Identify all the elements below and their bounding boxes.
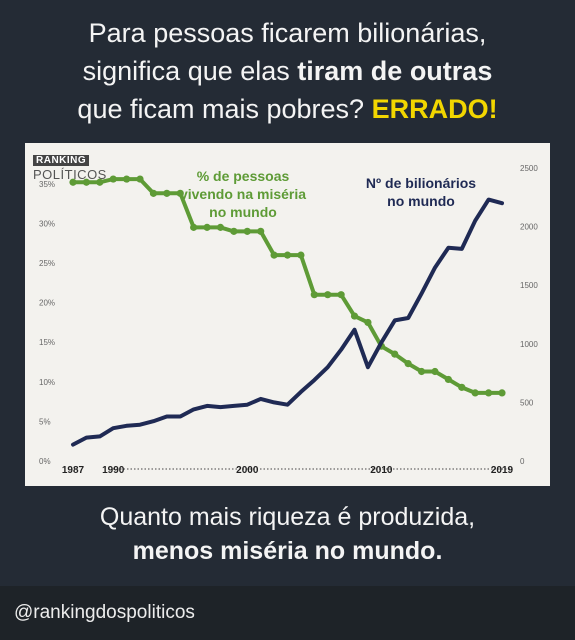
footer-bar: @rankingdospoliticos (0, 586, 575, 640)
headline-line-3-text: que ficam mais pobres? (77, 94, 372, 124)
legend-poverty-line-2: vivendo na miséria (180, 186, 306, 202)
left-axis-tick-label: 15% (39, 338, 55, 347)
legend-billionaires-line-1: Nº de bilionários (366, 175, 476, 191)
headline-line-1: Para pessoas ficarem bilionárias, (88, 18, 487, 48)
poverty-data-point (444, 375, 452, 384)
x-axis-tick-label: 2000 (236, 465, 259, 476)
poverty-data-point (324, 291, 332, 299)
poverty-data-point (82, 178, 91, 186)
logo-bottom-text: POLÍTICOS (33, 167, 107, 182)
poverty-data-point (270, 251, 278, 259)
caption-line-2: menos miséria no mundo. (132, 537, 443, 565)
poverty-data-point (136, 175, 144, 183)
poverty-data-point (484, 389, 493, 397)
poverty-data-point (243, 227, 251, 235)
left-axis-tick-label: 10% (39, 378, 55, 387)
headline-line-3: que ficam mais pobres? ERRADO! (0, 90, 575, 128)
poverty-data-point (96, 178, 104, 186)
legend-billionaires-line-2: no mundo (387, 193, 455, 209)
legend-poverty-line-1: % de pessoas (197, 168, 290, 184)
billionaires-series-line (71, 197, 504, 447)
poverty-data-point (230, 227, 238, 235)
left-axis-tick-label: 20% (39, 299, 55, 308)
poverty-data-point (123, 175, 131, 183)
poverty-series-line (71, 177, 504, 395)
headline-line-2-text: significa que elas (82, 56, 298, 86)
poverty-data-point (310, 291, 318, 299)
headline-highlight: ERRADO! (371, 94, 498, 124)
right-axis-tick-label: 0 (520, 457, 525, 466)
headline-line-2: significa que elas tiram de outras (0, 52, 575, 90)
author-handle[interactable]: @rankingdospoliticos (14, 602, 195, 623)
poverty-data-point (109, 175, 117, 183)
logo-top-text: RANKING (33, 155, 90, 166)
headline-line-2-bold: tiram de outras (297, 56, 493, 86)
caption-line-1: Quanto mais riqueza é produzida, (99, 503, 476, 531)
poverty-data-point (69, 178, 77, 186)
poverty-data-point (417, 367, 426, 376)
right-axis-tick-label: 2500 (520, 164, 538, 173)
poverty-data-point (364, 318, 372, 327)
x-axis-tick-label: 1990 (102, 465, 125, 476)
poverty-data-point (498, 389, 506, 397)
x-axis-tick-label: 2010 (370, 465, 393, 476)
poverty-data-point (297, 251, 305, 259)
right-axis-tick-label: 1000 (520, 340, 538, 349)
poverty-data-point (163, 189, 171, 197)
legend-poverty-line-3: no mundo (209, 204, 277, 220)
chart-card: 0% 5% 10% 15% 20% 25% 30% 35% 0 500 1000 1500 2000 25… (25, 143, 550, 486)
poverty-data-point (203, 223, 211, 231)
right-axis-tick-label: 1500 (520, 281, 538, 290)
poverty-data-point (350, 312, 359, 320)
left-axis-tick-label: 25% (39, 259, 55, 268)
poverty-data-point (190, 223, 198, 231)
left-axis-tick-label: 5% (39, 417, 51, 426)
poverty-data-point (216, 223, 225, 231)
left-axis-tick-label: 30% (39, 219, 55, 228)
x-axis-tick-label: 1987 (62, 465, 85, 476)
poverty-data-point (149, 189, 158, 197)
poverty-data-point (337, 291, 345, 299)
left-axis-tick-label: 35% (39, 180, 55, 189)
poverty-data-point (471, 389, 479, 397)
poverty-data-point (257, 227, 265, 235)
right-axis-tick-label: 500 (520, 398, 534, 407)
x-axis-tick-label: 2019 (491, 465, 514, 476)
poverty-data-point (176, 189, 184, 197)
caption: Quanto mais riqueza é produzida, menos m… (0, 500, 575, 568)
right-axis-tick-label: 2000 (520, 223, 538, 232)
left-axis-tick-label: 0% (39, 457, 51, 466)
poverty-data-point (283, 251, 292, 259)
poverty-data-point (458, 383, 466, 391)
poverty-data-point (391, 350, 399, 358)
poverty-data-point (404, 359, 412, 368)
ranking-politicos-logo: RANKING POLÍTICOS (33, 150, 107, 182)
poverty-data-point (431, 367, 439, 376)
chart: 0% 5% 10% 15% 20% 25% 30% 35% 0 500 1000 1500 2000 25… (39, 164, 538, 476)
headline: Para pessoas ficarem bilionárias, signif… (0, 14, 575, 128)
